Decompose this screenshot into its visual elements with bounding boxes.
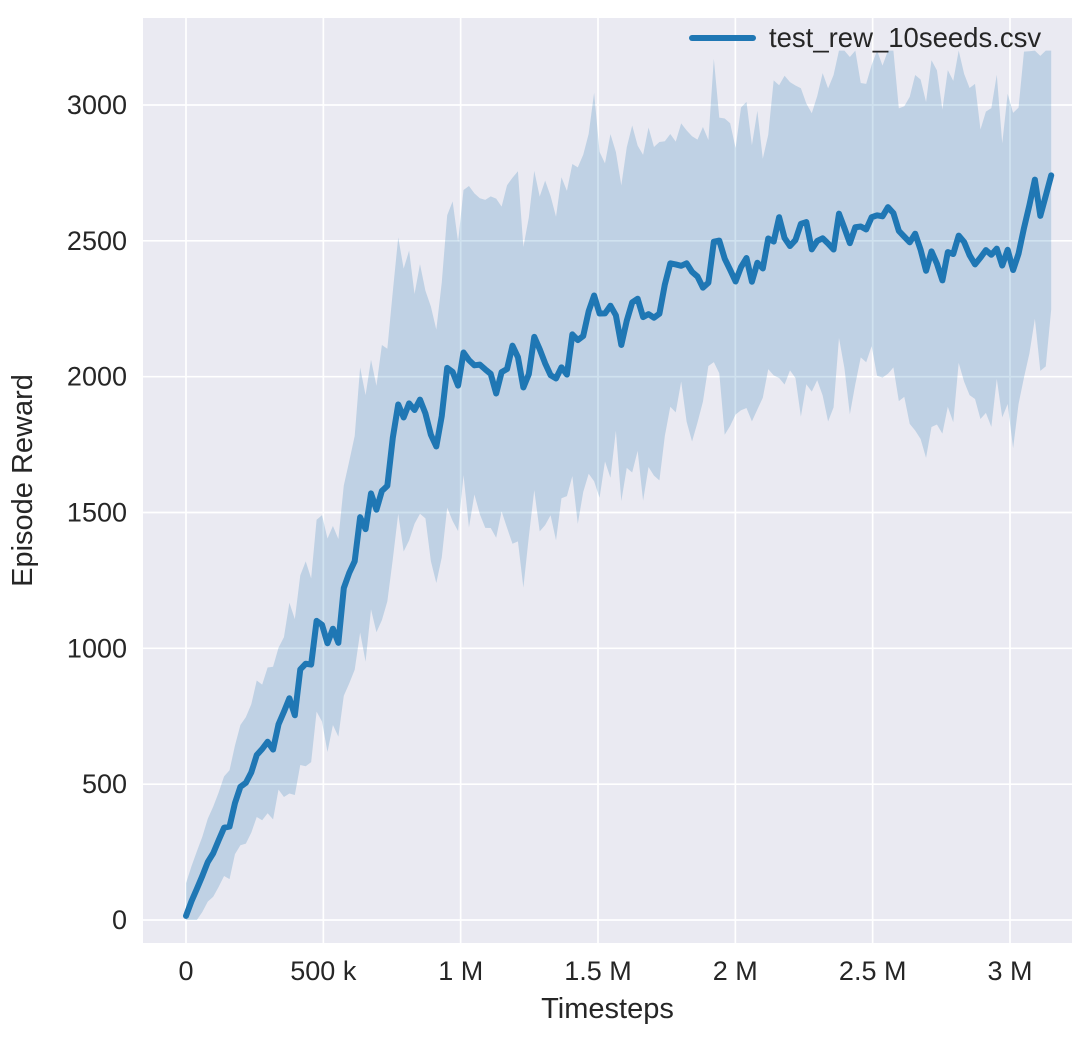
svg-text:500: 500 — [82, 769, 127, 799]
svg-text:1500: 1500 — [67, 498, 127, 528]
svg-text:2000: 2000 — [67, 362, 127, 392]
svg-text:Timesteps: Timesteps — [541, 993, 674, 1025]
svg-text:Episode Reward: Episode Reward — [7, 374, 39, 587]
svg-text:0: 0 — [112, 905, 127, 935]
svg-text:1000: 1000 — [67, 633, 127, 663]
svg-text:2500: 2500 — [67, 226, 127, 256]
svg-text:3 M: 3 M — [987, 956, 1032, 986]
svg-text:1 M: 1 M — [438, 956, 483, 986]
svg-text:2.5 M: 2.5 M — [839, 956, 907, 986]
svg-text:3000: 3000 — [67, 90, 127, 120]
svg-text:500 k: 500 k — [290, 956, 357, 986]
svg-text:2 M: 2 M — [713, 956, 758, 986]
svg-text:0: 0 — [178, 956, 193, 986]
svg-text:1.5 M: 1.5 M — [564, 956, 632, 986]
svg-text:test_rew_10seeds.csv: test_rew_10seeds.csv — [769, 22, 1041, 53]
